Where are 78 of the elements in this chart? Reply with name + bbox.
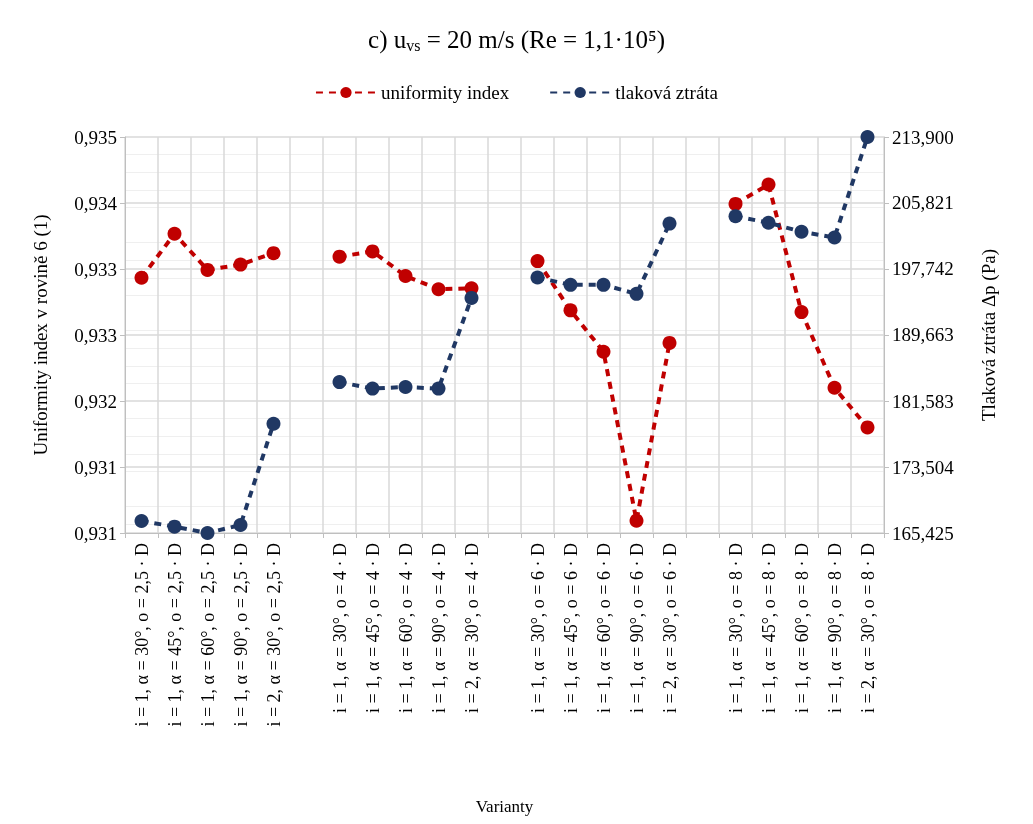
point xyxy=(233,518,248,533)
point xyxy=(332,375,347,390)
point xyxy=(596,277,611,292)
point xyxy=(563,277,578,292)
x-tick-label: i = 1, α = 30°, o = 8 · D xyxy=(725,543,746,714)
y-tick-label: 0,932 xyxy=(74,390,117,412)
point xyxy=(728,196,743,211)
point xyxy=(134,513,149,528)
x-tick-label: i = 1, α = 45°, o = 6 · D xyxy=(560,543,581,714)
point xyxy=(794,305,809,320)
point xyxy=(530,270,545,285)
y2-tick-label: 189,663 xyxy=(892,324,954,346)
y2-tick-label: 197,742 xyxy=(892,258,954,280)
x-tick-label: i = 1, α = 90°, o = 4 · D xyxy=(428,543,449,714)
x-tick-label: i = 2, α = 30°, o = 8 · D xyxy=(857,543,878,714)
point xyxy=(332,249,347,264)
y-tick-label: 0,933 xyxy=(74,324,117,346)
x-tick-label: i = 1, α = 45°, o = 2,5 · D xyxy=(164,543,185,727)
x-tick-label: i = 2, α = 30°, o = 6 · D xyxy=(659,543,680,714)
point xyxy=(398,379,413,394)
y-tick-label: 0,933 xyxy=(74,258,117,280)
point xyxy=(860,420,875,435)
y-tick-label: 0,931 xyxy=(74,522,117,544)
point xyxy=(794,224,809,239)
legend-label: tlaková ztráta xyxy=(615,82,719,103)
x-tick-label: i = 1, α = 60°, o = 8 · D xyxy=(791,543,812,714)
y2-tick-label: 205,821 xyxy=(892,192,954,214)
point xyxy=(530,254,545,269)
x-tick-label: i = 1, α = 90°, o = 6 · D xyxy=(626,543,647,714)
point xyxy=(167,519,182,534)
x-tick-label: i = 1, α = 90°, o = 2,5 · D xyxy=(230,543,251,727)
point xyxy=(200,262,215,277)
point xyxy=(365,244,380,259)
point xyxy=(761,177,776,192)
x-tick-label: i = 1, α = 45°, o = 8 · D xyxy=(758,543,779,714)
point xyxy=(200,525,215,540)
point xyxy=(365,381,380,396)
y-tick-label: 0,931 xyxy=(74,456,117,478)
point xyxy=(233,257,248,272)
x-tick-label: i = 1, α = 60°, o = 4 · D xyxy=(395,543,416,714)
y-tick-label: 0,935 xyxy=(74,126,117,148)
point xyxy=(431,381,446,396)
point xyxy=(827,380,842,395)
point xyxy=(266,246,281,261)
y-tick-label: 0,934 xyxy=(74,192,118,214)
y2-tick-label: 173,504 xyxy=(892,456,955,478)
x-tick-label: i = 1, α = 90°, o = 8 · D xyxy=(824,543,845,714)
point xyxy=(266,416,281,431)
point xyxy=(860,130,875,144)
y2-tick-label: 165,425 xyxy=(892,522,954,544)
point xyxy=(728,209,743,224)
point xyxy=(662,335,677,350)
x-tick-label: i = 1, α = 45°, o = 4 · D xyxy=(362,543,383,714)
point xyxy=(662,216,677,231)
point xyxy=(134,270,149,285)
point xyxy=(629,286,644,301)
point xyxy=(563,303,578,318)
y2-tick-label: 181,583 xyxy=(892,390,954,412)
legend-label: uniformity index xyxy=(380,82,510,103)
x-tick-label: i = 2, α = 30°, o = 4 · D xyxy=(461,543,482,714)
y-axis-title: Uniformity index v rovině 6 (1) xyxy=(30,214,52,456)
point xyxy=(167,226,182,241)
point xyxy=(464,290,479,305)
x-tick-label: i = 2, α = 30°, o = 2,5 · D xyxy=(263,543,284,727)
y2-axis-title: Tlaková ztráta Δp (Pa) xyxy=(978,248,1000,422)
point xyxy=(827,230,842,245)
point xyxy=(629,513,644,528)
x-axis-title: Varianty xyxy=(475,797,534,816)
y2-tick-label: 213,900 xyxy=(892,126,954,148)
x-tick-label: i = 1, α = 30°, o = 6 · D xyxy=(527,543,548,714)
x-tick-label: i = 1, α = 30°, o = 2,5 · D xyxy=(131,543,152,727)
x-tick-label: i = 1, α = 60°, o = 6 · D xyxy=(593,543,614,714)
x-tick-label: i = 1, α = 30°, o = 4 · D xyxy=(329,543,350,714)
point xyxy=(398,269,413,284)
point xyxy=(431,282,446,297)
x-tick-label: i = 1, α = 60°, o = 2,5 · D xyxy=(197,543,218,727)
point xyxy=(596,344,611,359)
point xyxy=(761,215,776,230)
